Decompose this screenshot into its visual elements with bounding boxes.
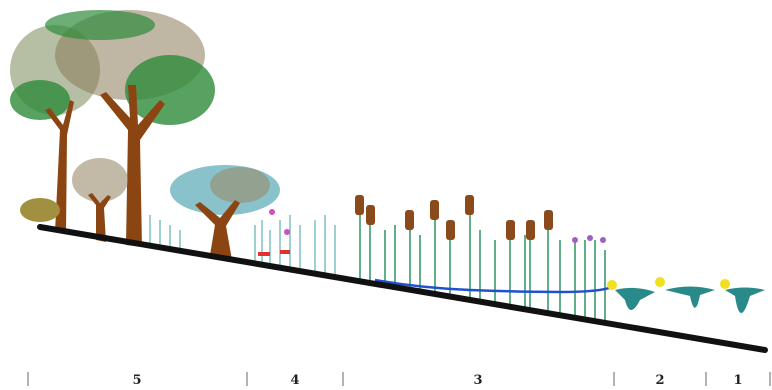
zone-label: 4 <box>290 373 299 388</box>
zone-label: 5 <box>132 373 141 388</box>
trees <box>10 10 280 260</box>
ground-line <box>40 227 765 350</box>
water-lilies <box>607 277 765 313</box>
zone-label: 1 <box>733 373 742 388</box>
wetland-profile: 5 4 3 2 1 <box>0 0 772 390</box>
zone-label: 2 <box>655 373 664 388</box>
zone-label: 3 <box>473 373 482 388</box>
